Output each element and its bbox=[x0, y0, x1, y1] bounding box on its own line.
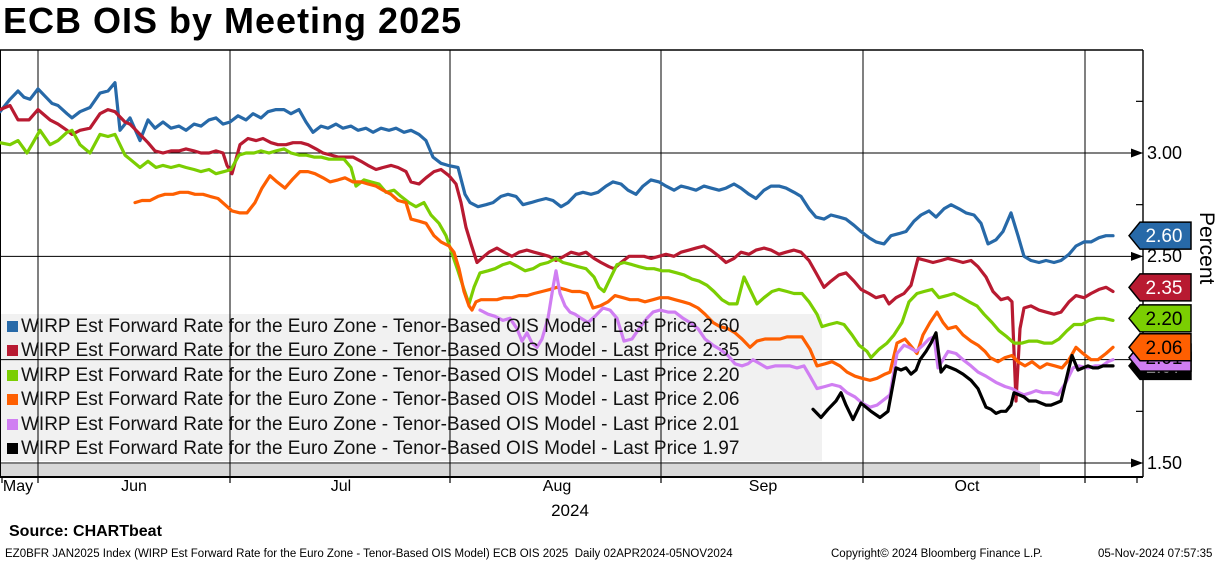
y-axis-tick-label: 3.00 bbox=[1147, 143, 1183, 163]
legend-row[interactable]: WIRP Est Forward Rate for the Euro Zone … bbox=[0, 366, 822, 385]
legend-label: WIRP Est Forward Rate for the Euro Zone … bbox=[21, 364, 740, 386]
svg-text:2.06: 2.06 bbox=[1146, 338, 1183, 359]
x-axis-month-label: Jul bbox=[330, 478, 352, 495]
svg-text:2.60: 2.60 bbox=[1146, 226, 1183, 247]
y-tick-arrow-icon bbox=[1131, 251, 1143, 261]
price-tag: 2.60 bbox=[1128, 221, 1192, 250]
legend-row[interactable]: WIRP Est Forward Rate for the Euro Zone … bbox=[0, 341, 822, 360]
x-axis-month-label: May bbox=[2, 478, 34, 495]
legend-row[interactable]: WIRP Est Forward Rate for the Euro Zone … bbox=[0, 390, 822, 409]
x-axis-month-label: Sep bbox=[748, 478, 778, 495]
page-title: ECB OIS by Meeting 2025 bbox=[3, 0, 463, 41]
x-axis-month-label: Jun bbox=[121, 478, 147, 495]
series-line bbox=[0, 103, 1115, 403]
footer-copyright: Copyright© 2024 Bloomberg Finance L.P. bbox=[831, 548, 1043, 560]
x-axis-month-label: Oct bbox=[954, 478, 980, 495]
legend-label: WIRP Est Forward Rate for the Euro Zone … bbox=[21, 315, 740, 337]
price-tag: 2.06 bbox=[1128, 333, 1192, 362]
legend-swatch-icon bbox=[7, 443, 18, 455]
series-line bbox=[478, 269, 1115, 409]
y-axis-tick-label: 2.50 bbox=[1147, 246, 1183, 266]
source-line: Source: CHARTbeat bbox=[9, 523, 162, 540]
legend-swatch-icon bbox=[7, 394, 18, 406]
series-line bbox=[0, 128, 1115, 360]
legend-background bbox=[0, 314, 822, 461]
price-tag: 2.20 bbox=[1128, 304, 1192, 333]
legend-swatch-icon bbox=[7, 345, 18, 357]
series-line bbox=[133, 170, 1115, 382]
legend-label: WIRP Est Forward Rate for the Euro Zone … bbox=[21, 413, 740, 435]
axis-range-band bbox=[0, 464, 1040, 477]
legend-swatch-icon bbox=[7, 418, 18, 430]
legend-label: WIRP Est Forward Rate for the Euro Zone … bbox=[21, 438, 740, 460]
chart-legend: WIRP Est Forward Rate for the Euro Zone … bbox=[0, 314, 822, 461]
series-line bbox=[0, 81, 1115, 265]
legend-swatch-icon bbox=[7, 369, 18, 381]
series-line bbox=[811, 331, 1115, 422]
y-tick-arrow-icon bbox=[1131, 458, 1143, 468]
svg-text:2.35: 2.35 bbox=[1146, 278, 1183, 299]
legend-label: WIRP Est Forward Rate for the Euro Zone … bbox=[21, 340, 740, 362]
legend-row[interactable]: WIRP Est Forward Rate for the Euro Zone … bbox=[0, 415, 822, 434]
y-axis-tick-label: 1.50 bbox=[1147, 453, 1183, 473]
legend-row[interactable]: WIRP Est Forward Rate for the Euro Zone … bbox=[0, 317, 822, 336]
legend-row[interactable]: WIRP Est Forward Rate for the Euro Zone … bbox=[0, 439, 822, 458]
price-tag: 2.35 bbox=[1128, 273, 1192, 302]
y-tick-arrow-icon bbox=[1131, 148, 1143, 158]
x-axis-year-label: 2024 bbox=[551, 501, 589, 520]
legend-swatch-icon bbox=[7, 320, 18, 332]
footer-timestamp: 05-Nov-2024 07:57:35 bbox=[1098, 548, 1213, 560]
x-axis-month-label: Aug bbox=[542, 478, 572, 495]
y-axis-title: Percent bbox=[1195, 212, 1218, 285]
footer-ticker-info: EZ0BFR JAN2025 Index (WIRP Est Forward R… bbox=[5, 548, 733, 560]
legend-label: WIRP Est Forward Rate for the Euro Zone … bbox=[21, 389, 740, 411]
svg-text:2.20: 2.20 bbox=[1146, 309, 1183, 330]
